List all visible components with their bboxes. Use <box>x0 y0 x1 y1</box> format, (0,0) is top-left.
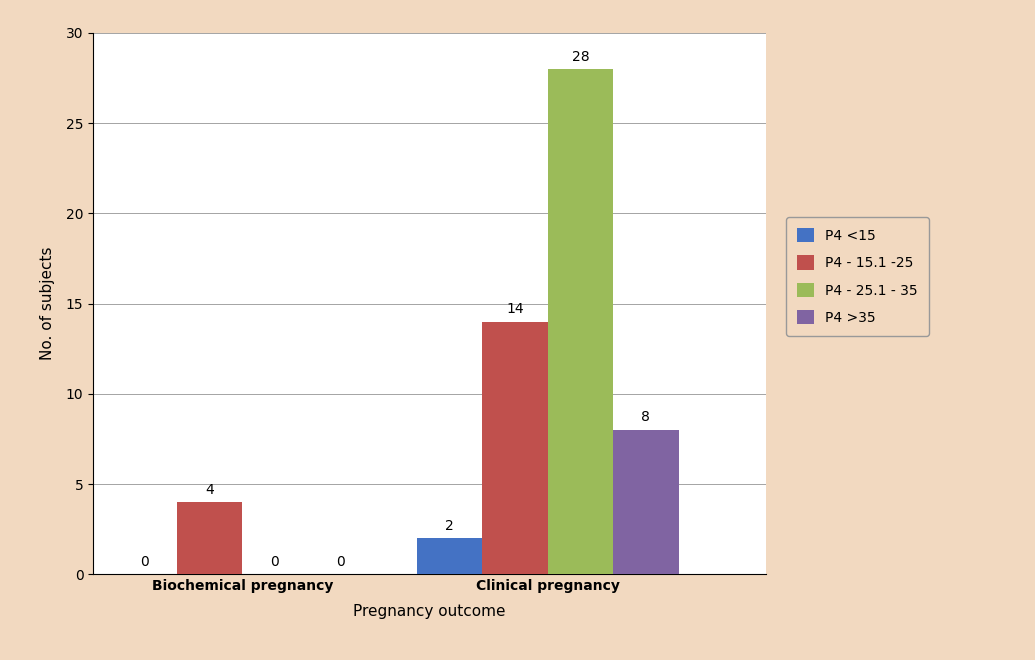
Y-axis label: No. of subjects: No. of subjects <box>39 247 55 360</box>
Text: 4: 4 <box>205 482 214 496</box>
Bar <box>482 321 548 574</box>
X-axis label: Pregnancy outcome: Pregnancy outcome <box>353 604 506 619</box>
Text: 0: 0 <box>140 555 148 569</box>
Text: 0: 0 <box>270 555 279 569</box>
Bar <box>613 430 679 574</box>
Bar <box>417 538 482 574</box>
Text: 8: 8 <box>642 411 650 424</box>
Text: 0: 0 <box>336 555 345 569</box>
Text: 14: 14 <box>506 302 524 316</box>
Legend: P4 <15, P4 - 15.1 -25, P4 - 25.1 - 35, P4 >35: P4 <15, P4 - 15.1 -25, P4 - 25.1 - 35, P… <box>787 217 929 336</box>
Text: 2: 2 <box>445 519 454 533</box>
Text: 28: 28 <box>571 50 589 63</box>
Bar <box>177 502 242 574</box>
Bar <box>548 69 613 574</box>
